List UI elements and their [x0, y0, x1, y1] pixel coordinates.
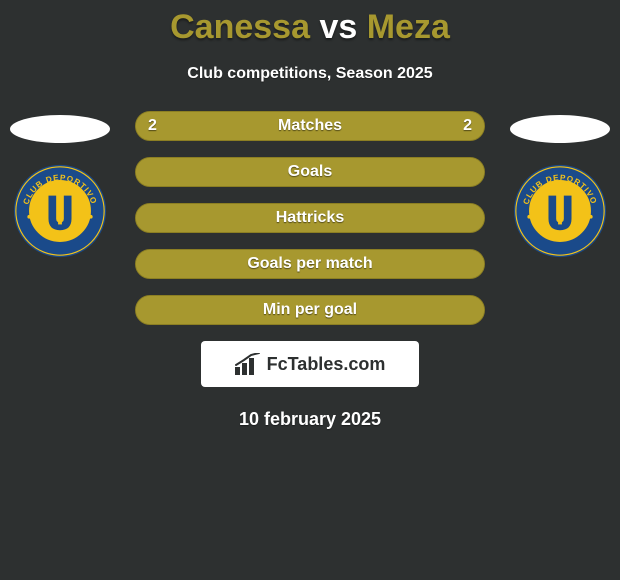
date-text: 10 february 2025: [0, 409, 620, 430]
stat-value-left: [136, 158, 160, 186]
page-title: Canessa vs Meza: [0, 0, 620, 47]
stat-label: Min per goal: [136, 296, 484, 324]
stat-label: Matches: [136, 112, 484, 140]
comparison-stage: CLUB DEPORTIVO CLUB DEPORTIVO Matche: [0, 111, 620, 325]
stat-value-left: [136, 204, 160, 232]
title-player2: Meza: [367, 8, 450, 46]
player1-club-badge: CLUB DEPORTIVO: [12, 163, 108, 259]
title-vs: vs: [319, 8, 357, 46]
player2-club-badge: CLUB DEPORTIVO: [512, 163, 608, 259]
subtitle: Club competitions, Season 2025: [0, 65, 620, 83]
branding: FcTables.com: [201, 341, 419, 387]
player2-ellipse: [510, 115, 610, 143]
stat-label: Goals per match: [136, 250, 484, 278]
stat-row-goals: Goals: [135, 157, 485, 187]
player1-ellipse: [10, 115, 110, 143]
branding-text: FcTables.com: [267, 354, 386, 375]
stat-value-right: [460, 158, 484, 186]
stat-label: Hattricks: [136, 204, 484, 232]
stat-value-right: [460, 296, 484, 324]
bars-ascending-icon: [235, 353, 261, 375]
stat-value-right: [460, 250, 484, 278]
stat-row-hattricks: Hattricks: [135, 203, 485, 233]
stat-row-gpm: Goals per match: [135, 249, 485, 279]
club-badge-icon: CLUB DEPORTIVO: [12, 163, 108, 259]
stat-value-left: 2: [136, 112, 169, 140]
stat-row-matches: Matches2 2: [135, 111, 485, 141]
title-player1: Canessa: [170, 8, 310, 46]
stat-value-right: 2: [451, 112, 484, 140]
club-badge-icon: CLUB DEPORTIVO: [512, 163, 608, 259]
stat-value-left: [136, 296, 160, 324]
stat-row-mpg: Min per goal: [135, 295, 485, 325]
stat-value-left: [136, 250, 160, 278]
stat-bars: Matches2 2 Goals Hattricks Goals per match Mi…: [135, 111, 485, 325]
stat-value-right: [460, 204, 484, 232]
stat-label: Goals: [136, 158, 484, 186]
